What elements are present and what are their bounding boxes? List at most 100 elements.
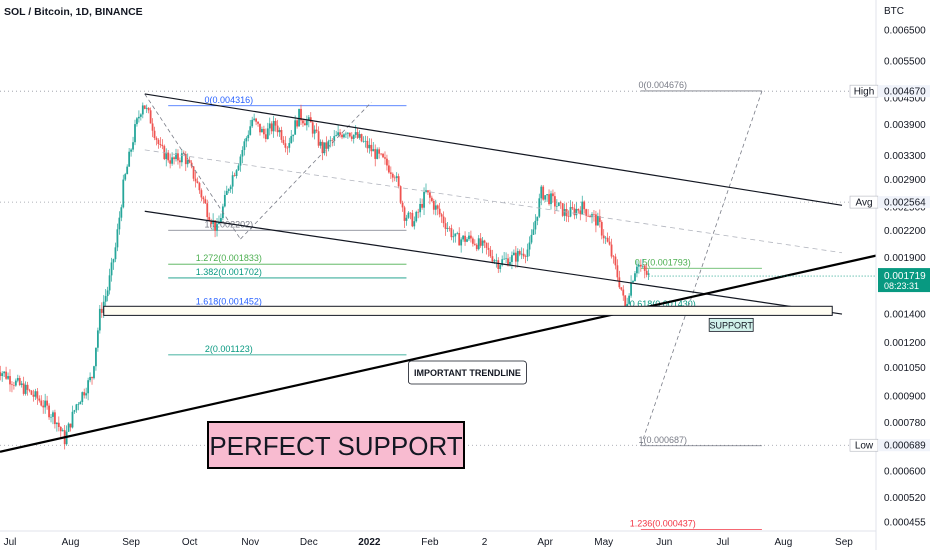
candle-body: [153, 130, 156, 139]
candle-body: [210, 221, 213, 224]
candle-body: [323, 142, 326, 154]
candle-body: [380, 153, 382, 155]
candle-body: [468, 235, 470, 240]
candle-body: [343, 134, 345, 138]
marker-value-label: 0.004670: [884, 87, 926, 98]
candle-body: [251, 119, 254, 127]
candle-body: [559, 202, 562, 204]
price-tick-label: 0.004500: [884, 94, 926, 105]
candle-body: [542, 186, 545, 200]
candle-body: [352, 134, 355, 139]
candle-body: [290, 136, 293, 144]
candle-body: [237, 165, 240, 171]
channel-upper-line: [144, 93, 843, 206]
candle-body: [61, 430, 64, 432]
drawn-trendlines[interactable]: [0, 91, 877, 453]
candle-body: [30, 390, 33, 395]
candle-body: [491, 256, 494, 262]
candle-body: [444, 223, 447, 229]
candle-body: [548, 194, 550, 205]
price-tick-label: 0.003300: [884, 151, 926, 162]
candle-body: [36, 391, 39, 399]
candle-body: [262, 128, 265, 135]
candle-body: [376, 149, 379, 159]
marker-value-label: 0.000689: [884, 441, 926, 452]
candle-body: [0, 372, 2, 377]
candle-body: [501, 259, 504, 266]
candle-body: [18, 378, 21, 385]
candle-body: [34, 391, 37, 397]
candle-body: [138, 116, 140, 119]
candle-body: [225, 190, 228, 195]
candle-body: [530, 234, 533, 243]
candle-body: [585, 209, 588, 216]
candle-body: [309, 117, 312, 123]
candle-body: [151, 123, 154, 131]
candle-body: [565, 209, 568, 217]
price-tick-label: 0.001050: [884, 363, 926, 374]
candle-body: [118, 217, 121, 230]
candle-body: [417, 211, 420, 213]
candle-body: [161, 144, 164, 147]
candle-body: [77, 404, 80, 405]
candle-body: [87, 380, 90, 394]
candle-body: [134, 124, 136, 143]
time-axis[interactable]: Jul Aug Sep Oct Nov Dec 2022 Feb 2 Apr May Jun Jul Au…: [0, 530, 876, 548]
candle-body: [557, 202, 560, 207]
fib-level-label: 1.272(0.001833): [196, 253, 262, 263]
price-axis[interactable]: 0.006500 0.005500 0.004500 0.003900 0.003300…: [849, 0, 930, 550]
candle-body: [278, 130, 281, 133]
candle-body: [26, 384, 29, 390]
candle-body: [179, 160, 181, 163]
candle-body: [272, 120, 275, 132]
candle-body: [5, 371, 7, 379]
candle-body: [239, 156, 242, 166]
candle-body: [384, 157, 386, 159]
candle-body: [9, 376, 11, 385]
marker-tag-label: Avg: [855, 198, 872, 209]
time-tick-label: Sep: [122, 537, 140, 548]
candle-body: [229, 186, 232, 190]
chart-annotations[interactable]: SUPPORT IMPORTANT TRENDLINE PERFECT SUPPOR…: [103, 275, 876, 469]
candle-body: [116, 229, 119, 248]
candle-body: [409, 212, 412, 214]
candle-body: [614, 256, 617, 266]
candle-body: [425, 190, 427, 192]
fib-level-label: 0.5(0.001793): [635, 257, 691, 267]
candle-body: [368, 144, 371, 149]
candle-body: [432, 200, 435, 210]
last-price-tag: [878, 268, 930, 293]
candle-body: [259, 123, 261, 133]
candle-body: [335, 135, 338, 137]
fib-level-label: 1(0.000687): [639, 435, 688, 445]
candle-body: [606, 237, 609, 242]
candle-body: [122, 179, 125, 208]
candle-body: [637, 264, 640, 267]
candle-body: [3, 371, 6, 374]
price-tick-label: 0.005500: [884, 56, 926, 67]
candle-body: [544, 195, 547, 200]
candle-body: [321, 141, 324, 154]
candle-body: [313, 129, 316, 134]
price-tick-label: 0.000455: [884, 518, 926, 529]
candle-body: [124, 174, 127, 180]
candle-body: [403, 207, 406, 221]
candle-body: [540, 186, 543, 199]
last-price-countdown: 08:23:31: [884, 281, 919, 291]
candle-body: [282, 139, 285, 144]
candle-body: [346, 132, 349, 134]
price-tick-label: 0.001200: [884, 338, 926, 349]
candle-body: [304, 123, 306, 126]
candle-body: [110, 262, 113, 276]
candle-body: [512, 252, 515, 256]
price-tick-label: 0.000900: [884, 391, 926, 402]
candle-body: [104, 296, 107, 302]
candle-body: [364, 140, 367, 142]
time-tick-label: Sep: [835, 537, 853, 548]
candle-body: [571, 207, 574, 209]
candle-body: [397, 176, 400, 187]
candle-body: [145, 107, 148, 109]
candle-body: [253, 118, 256, 120]
candle-body: [350, 136, 353, 139]
